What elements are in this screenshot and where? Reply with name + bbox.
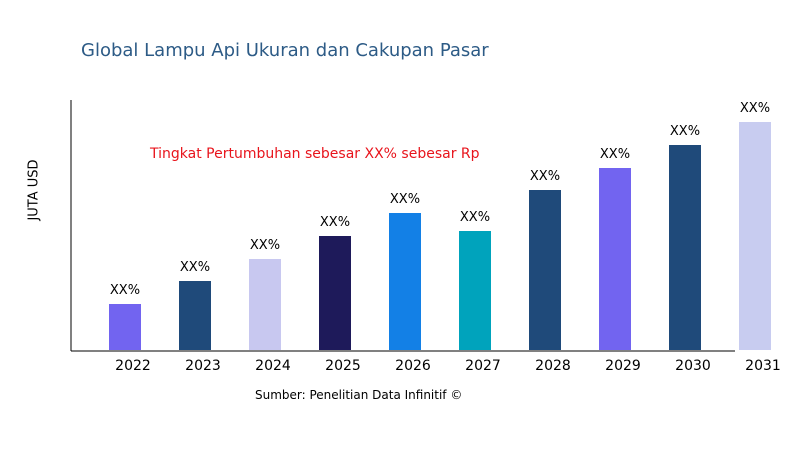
x-tick-2022: 2022 bbox=[115, 358, 151, 374]
x-tick-2026: 2026 bbox=[395, 358, 431, 374]
bar-2024 bbox=[249, 259, 281, 350]
data-label-2027: XX% bbox=[460, 210, 490, 225]
bar-2029 bbox=[599, 168, 631, 350]
data-label-2030: XX% bbox=[670, 124, 700, 139]
bar-2022 bbox=[109, 304, 141, 350]
x-tick-2028: 2028 bbox=[535, 358, 571, 374]
chart-title: Global Lampu Api Ukuran dan Cakupan Pasa… bbox=[81, 40, 489, 61]
bar-2030 bbox=[669, 145, 701, 350]
bar-2025 bbox=[319, 236, 351, 350]
x-tick-2025: 2025 bbox=[325, 358, 361, 374]
bar-2027 bbox=[459, 231, 491, 350]
bar-2026 bbox=[389, 213, 421, 350]
data-label-2026: XX% bbox=[390, 192, 420, 207]
x-tick-2023: 2023 bbox=[185, 358, 221, 374]
bar-2028 bbox=[529, 190, 561, 350]
x-tick-2024: 2024 bbox=[255, 358, 291, 374]
data-label-2025: XX% bbox=[320, 215, 350, 230]
x-tick-2027: 2027 bbox=[465, 358, 501, 374]
x-tick-2030: 2030 bbox=[675, 358, 711, 374]
x-tick-2031: 2031 bbox=[745, 358, 781, 374]
growth-annotation: Tingkat Pertumbuhan sebesar XX% sebesar … bbox=[150, 146, 480, 162]
data-label-2022: XX% bbox=[110, 283, 140, 298]
source-note: Sumber: Penelitian Data Infinitif © bbox=[255, 388, 463, 402]
bar-2031 bbox=[739, 122, 771, 350]
bar-2023 bbox=[179, 281, 211, 350]
data-label-2031: XX% bbox=[740, 101, 770, 116]
data-label-2024: XX% bbox=[250, 238, 280, 253]
data-label-2023: XX% bbox=[180, 260, 210, 275]
x-tick-2029: 2029 bbox=[605, 358, 641, 374]
data-label-2028: XX% bbox=[530, 169, 560, 184]
data-label-2029: XX% bbox=[600, 147, 630, 162]
